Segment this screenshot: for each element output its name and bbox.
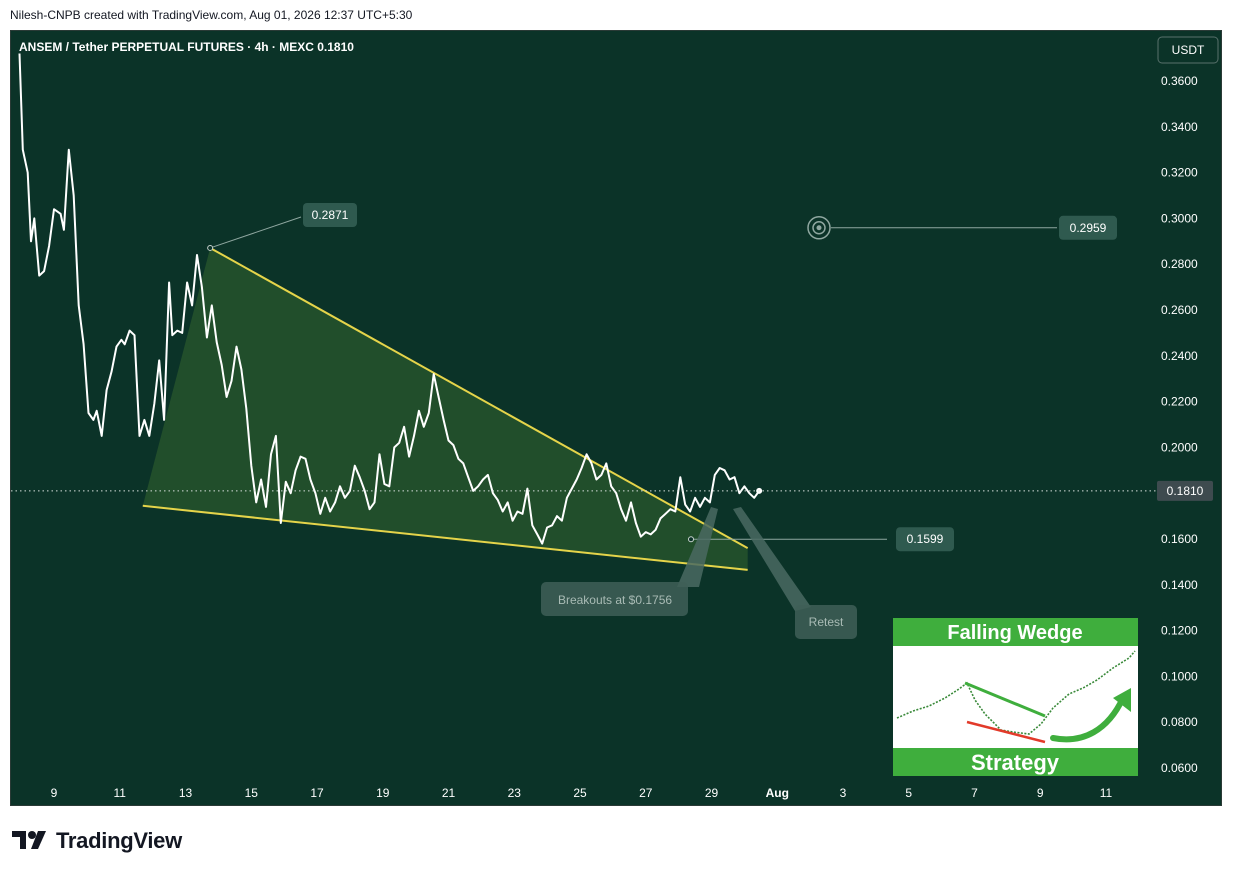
x-tick-label: 11	[114, 786, 127, 800]
price-line	[18, 53, 763, 545]
y-tick-label: 0.0600	[1161, 761, 1198, 775]
x-tick-label: 29	[705, 786, 719, 800]
low-label: 0.1599	[907, 532, 944, 546]
high-leader-line	[209, 216, 302, 249]
x-tick-label: 3	[840, 786, 847, 800]
x-tick-label: 13	[179, 786, 193, 800]
tradingview-logo[interactable]: TradingView	[12, 828, 182, 854]
wedge-fill	[142, 247, 748, 570]
retest-callout-box	[795, 605, 857, 639]
x-tick-label: 5	[905, 786, 912, 800]
y-tick-label: 0.3400	[1161, 120, 1198, 134]
high-label: 0.2871	[312, 208, 349, 222]
falling-wedge	[142, 247, 749, 571]
target-label-box	[1059, 215, 1117, 240]
price-chart[interactable]: 0.2871 0.2959 0.1599 Breakouts at $0.1756 Re…	[11, 31, 1222, 806]
target-label: 0.2959	[1070, 221, 1107, 235]
target-icon-inner	[812, 221, 826, 235]
high-marker	[207, 244, 214, 251]
high-label-box	[303, 203, 357, 227]
inset-title: Falling Wedge	[947, 622, 1082, 644]
x-tick-label: Aug	[766, 786, 789, 800]
breakout-callout-box	[541, 582, 688, 616]
y-tick-label: 0.2200	[1161, 395, 1198, 409]
price-series-line	[18, 53, 761, 545]
x-tick-label: 7	[971, 786, 978, 800]
chart-panel[interactable]: 0.2871 0.2959 0.1599 Breakouts at $0.1756 Re…	[10, 30, 1222, 806]
last-price-tag	[1157, 480, 1213, 501]
x-tick-label: 17	[310, 786, 324, 800]
y-tick-label: 0.1400	[1161, 578, 1198, 592]
target-icon	[807, 216, 831, 240]
y-tick-label: 0.0800	[1161, 715, 1198, 729]
x-tick-label: 19	[376, 786, 390, 800]
wedge-lower-line	[142, 504, 748, 571]
attribution-header: Nilesh-CNPB created with TradingView.com…	[10, 8, 413, 22]
y-tick-label: 0.3600	[1161, 74, 1198, 88]
price-axis[interactable]: 0.3600 0.3400 0.3200 0.3000 0.2800 0.2600 0.24…	[1157, 74, 1213, 775]
retest-pointer	[733, 507, 811, 611]
currency-label: USDT	[1172, 43, 1205, 57]
x-tick-label: 9	[51, 786, 58, 800]
annotations: 0.2871 0.2959 0.1599 Breakouts at $0.1756 Re…	[11, 203, 1157, 639]
breakout-callout: Breakouts at $0.1756	[558, 593, 672, 607]
inset-upper-wedge	[964, 681, 1046, 718]
y-tick-label: 0.2000	[1161, 440, 1198, 454]
tradingview-brand: TradingView	[56, 828, 182, 853]
y-tick-label: 0.3200	[1161, 166, 1198, 180]
breakout-pointer	[677, 507, 718, 587]
low-label-box	[896, 527, 954, 552]
x-tick-label: 27	[639, 786, 653, 800]
y-tick-label: 0.1200	[1161, 624, 1198, 638]
strategy-inset: Falling Wedge Strategy	[893, 618, 1138, 776]
y-tick-label: 0.1600	[1161, 532, 1198, 546]
x-tick-label: 11	[1100, 786, 1113, 800]
last-price-label: 0.1810	[1167, 484, 1204, 498]
inset-lower-wedge	[966, 720, 1046, 744]
y-tick-label: 0.2800	[1161, 257, 1198, 271]
y-tick-label: 0.1000	[1161, 669, 1198, 683]
x-tick-label: 9	[1037, 786, 1044, 800]
y-tick-label: 0.2400	[1161, 349, 1198, 363]
x-tick-label: 21	[442, 786, 456, 800]
low-marker	[688, 536, 694, 543]
tradingview-logo-icon	[12, 831, 46, 849]
x-tick-label: 15	[245, 786, 259, 800]
x-tick-label: 23	[508, 786, 522, 800]
retest-callout: Retest	[809, 615, 844, 629]
inset-subtitle: Strategy	[971, 750, 1060, 775]
target-icon-dot	[816, 225, 822, 231]
wedge-upper-line	[209, 247, 749, 550]
currency-button[interactable]: USDT	[1157, 36, 1219, 64]
chart-title: ANSEM / Tether PERPETUAL FUTURES · 4h · …	[19, 40, 354, 54]
y-tick-label: 0.3000	[1161, 211, 1198, 225]
y-tick-label: 0.2600	[1161, 303, 1198, 317]
x-tick-label: 25	[573, 786, 587, 800]
inset-arrow-icon	[1050, 695, 1126, 743]
time-axis[interactable]: 9 11 13 15 17 19 21 23 25 27 29 Aug 3 5 7 9 11	[51, 786, 1113, 800]
